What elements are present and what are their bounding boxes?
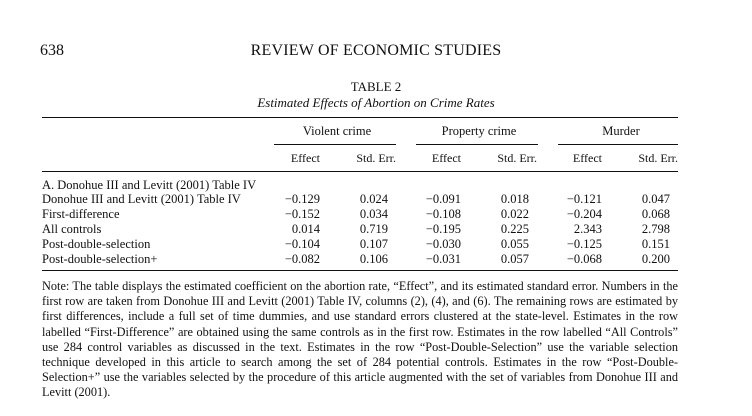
section-header: A. Donohue III and Levitt (2001) Table I… [42,178,257,192]
table-caption: Estimated Effects of Abortion on Crime R… [257,95,495,110]
group-header-murder: Murder [602,124,640,138]
cell-property-stderr: 0.225 [500,222,529,236]
col-header-effect: Effect [431,151,461,165]
cell-violent-effect: −0.152 [284,207,320,221]
table-bottom-rule [42,270,678,271]
col-header-std-err: Std. Err. [356,151,396,165]
cell-violent-stderr: 0.107 [359,237,388,251]
cell-violent-effect: −0.129 [284,192,320,206]
cell-violent-stderr: 0.106 [359,252,388,266]
row-label: All controls [42,222,102,236]
cell-property-effect: −0.031 [425,252,461,266]
journal-title: REVIEW OF ECONOMIC STUDIES [250,42,502,59]
col-header-effect: Effect [572,151,602,165]
row-label: Post-double-selection [42,237,151,251]
cell-violent-stderr: 0.034 [359,207,388,221]
cell-violent-effect: 0.014 [291,222,320,236]
cell-property-effect: −0.108 [425,207,461,221]
cell-property-stderr: 0.022 [500,207,529,221]
cell-property-effect: −0.091 [425,192,461,206]
cell-property-stderr: 0.055 [500,237,529,251]
cell-violent-effect: −0.082 [284,252,320,266]
group-header-violent-crime: Violent crime [302,124,372,138]
cell-violent-stderr: 0.719 [359,222,388,236]
group-header-property-crime: Property crime [441,124,517,138]
cell-violent-stderr: 0.024 [359,192,388,206]
cell-property-stderr: 0.018 [500,192,529,206]
group-rule-murder [558,144,678,145]
cell-murder-stderr: 0.151 [641,237,670,251]
cell-property-stderr: 0.057 [500,252,529,266]
cell-murder-effect: −0.121 [566,192,602,206]
cell-violent-effect: −0.104 [284,237,320,251]
col-header-std-err: Std. Err. [638,151,678,165]
cell-murder-stderr: 0.047 [641,192,670,206]
row-label: Post-double-selection+ [42,252,158,266]
table-row: All controls 0.014 0.719 −0.195 0.225 2.… [0,222,752,238]
table-note: Note: The table displays the estimated c… [42,279,678,400]
cell-murder-stderr: 0.200 [641,252,670,266]
group-rule-violent-crime [274,144,396,145]
cell-murder-effect: −0.125 [566,237,602,251]
header-bottom-rule [42,171,678,172]
page-number: 638 [40,42,64,59]
table-row: First-difference −0.152 0.034 −0.108 0.0… [0,207,752,223]
col-header-effect: Effect [290,151,320,165]
table-row: Post-double-selection −0.104 0.107 −0.03… [0,237,752,253]
cell-murder-stderr: 2.798 [641,222,670,236]
row-label: Donohue III and Levitt (2001) Table IV [42,192,241,206]
table-top-rule [42,117,678,118]
cell-murder-effect: −0.204 [566,207,602,221]
col-header-std-err: Std. Err. [497,151,537,165]
row-label: First-difference [42,207,120,221]
cell-murder-stderr: 0.068 [641,207,670,221]
group-rule-property-crime [416,144,538,145]
cell-property-effect: −0.195 [425,222,461,236]
cell-murder-effect: −0.068 [566,252,602,266]
table-label: TABLE 2 [350,79,402,94]
cell-property-effect: −0.030 [425,237,461,251]
cell-murder-effect: 2.343 [573,222,602,236]
table-row: Donohue III and Levitt (2001) Table IV −… [0,192,752,208]
table-row: Post-double-selection+ −0.082 0.106 −0.0… [0,252,752,268]
